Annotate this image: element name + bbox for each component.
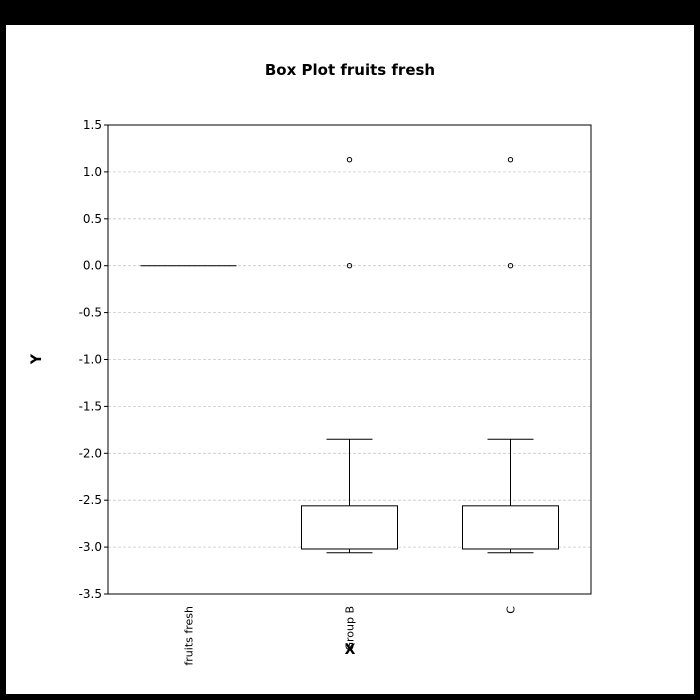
x-tick-label: Group B: [344, 606, 357, 651]
box-iqr: [301, 505, 398, 550]
y-axis: 1.5 1.0 0.5 0.0 -0.5 -1.0 -1.5 -2.0 -2.5 -3.0 -3.5: [79, 118, 108, 601]
outlier-point: [346, 263, 353, 269]
outlier-point: [507, 157, 514, 163]
x-tick-label: fruits fresh: [183, 606, 196, 666]
x-axis-title: X: [345, 642, 356, 658]
x-axis: fruits fresh Group B C: [183, 606, 518, 666]
y-tick-label: -3.5: [79, 587, 102, 601]
y-tick-label: 0.5: [83, 212, 102, 226]
outlier-point: [507, 263, 514, 269]
y-tick-label: 1.5: [83, 118, 102, 132]
boxes-layer: [140, 157, 559, 554]
y-tick-label: -1.0: [79, 353, 102, 367]
x-tick-label: C: [505, 606, 518, 614]
box-group: [462, 157, 559, 554]
y-tick-label: 0.0: [83, 259, 102, 273]
box-iqr: [462, 505, 559, 550]
chart-title: Box Plot fruits fresh: [265, 61, 435, 79]
y-tick-label: -2.0: [79, 446, 102, 460]
y-tick-label: -0.5: [79, 306, 102, 320]
y-tick-label: -3.0: [79, 540, 102, 554]
y-tick-label: 1.0: [83, 165, 102, 179]
y-axis-title: Y: [29, 353, 45, 365]
outlier-point: [346, 157, 353, 163]
y-tick-label: -2.5: [79, 493, 102, 507]
box-group: [301, 157, 398, 554]
y-tick-label: -1.5: [79, 399, 102, 413]
